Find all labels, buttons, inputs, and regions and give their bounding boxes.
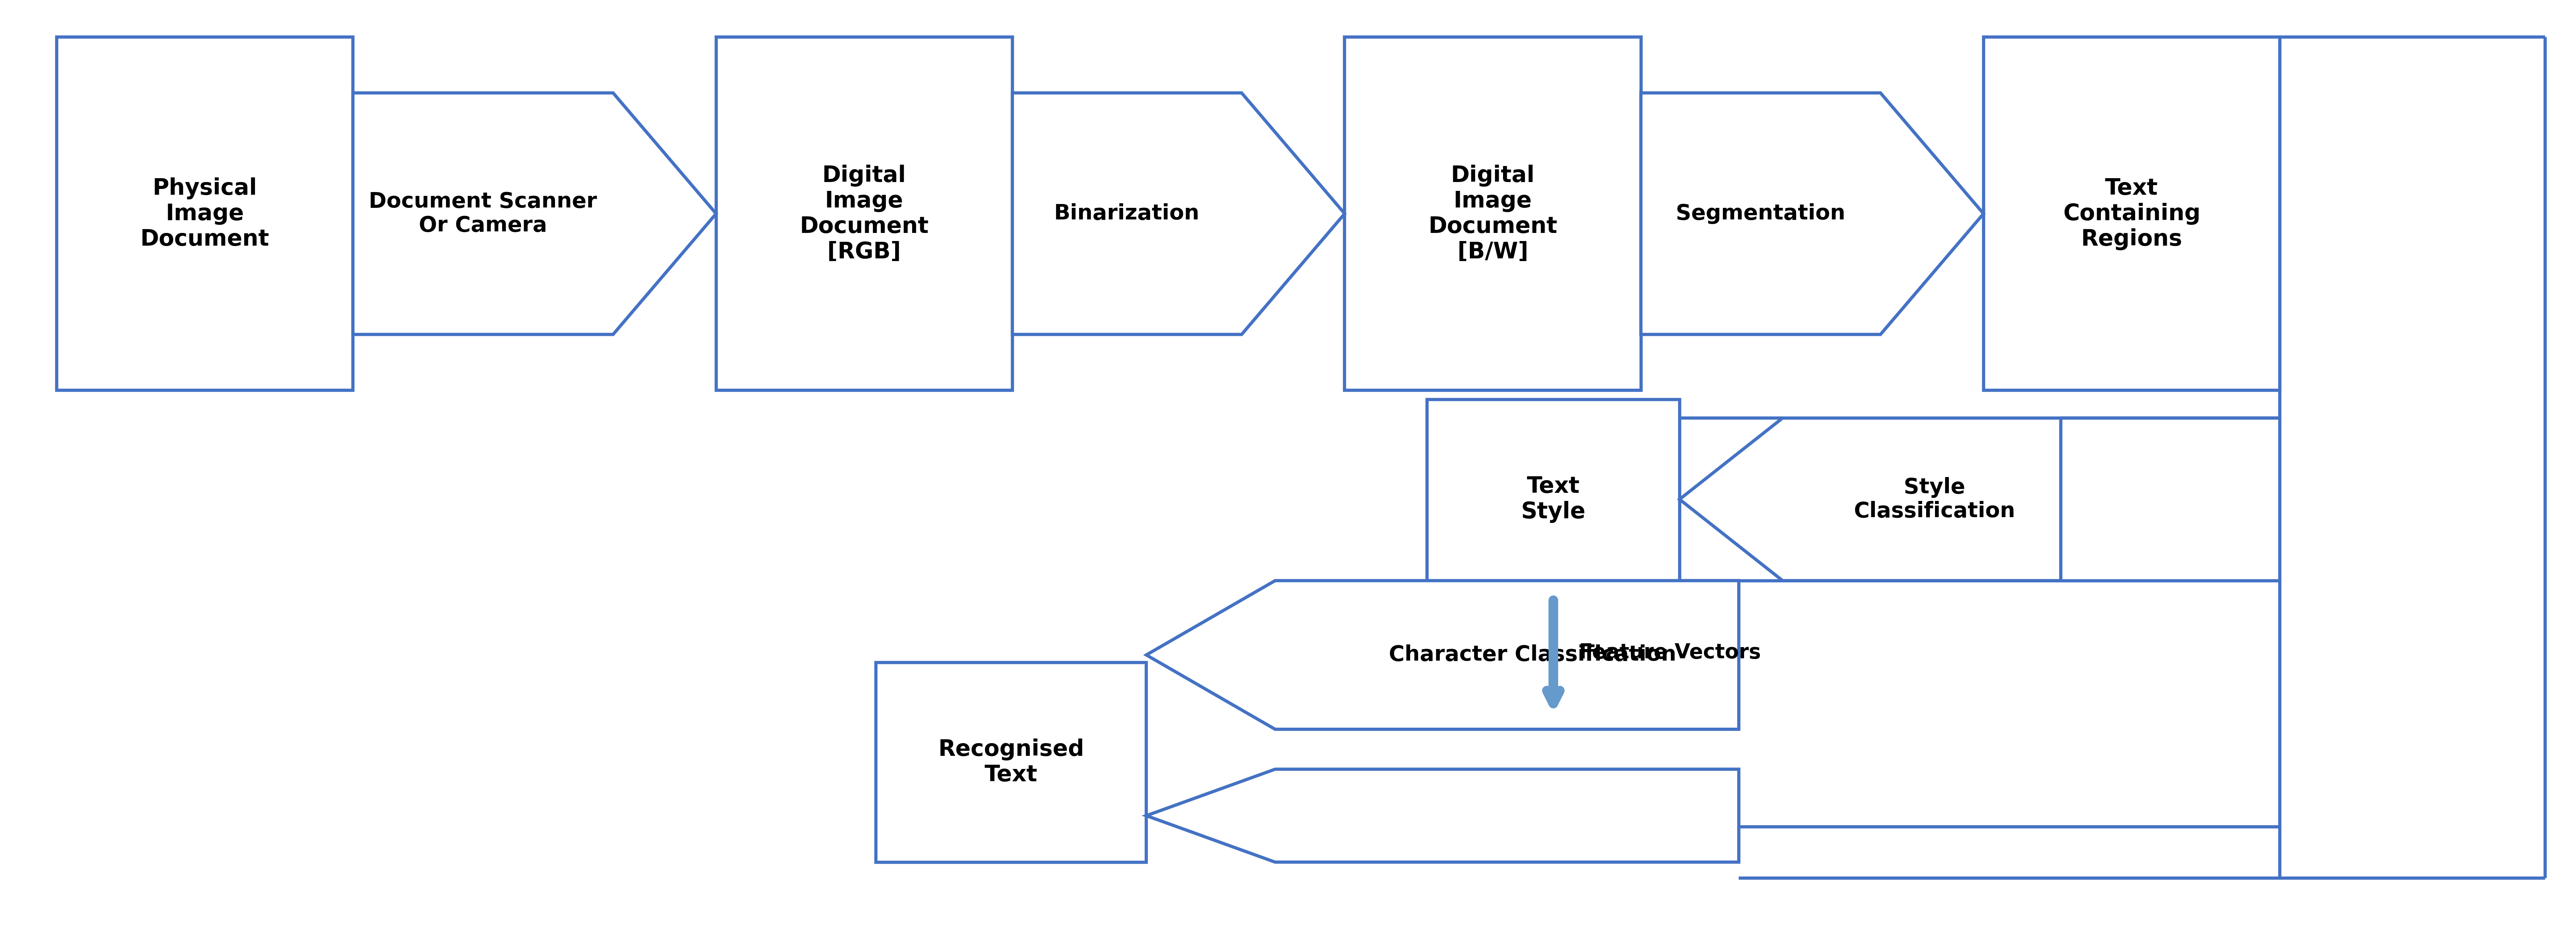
- Polygon shape: [1146, 581, 1739, 729]
- Polygon shape: [1641, 93, 1984, 334]
- Text: Digital
Image
Document
[B/W]: Digital Image Document [B/W]: [1427, 164, 1558, 263]
- Polygon shape: [1146, 769, 1739, 862]
- Text: Character Classification: Character Classification: [1388, 645, 1677, 665]
- FancyBboxPatch shape: [1345, 37, 1641, 390]
- Text: Binarization: Binarization: [1054, 203, 1200, 224]
- Text: Text
Style: Text Style: [1520, 476, 1587, 523]
- Text: Physical
Image
Document: Physical Image Document: [139, 177, 270, 250]
- Text: Text
Containing
Regions: Text Containing Regions: [2063, 177, 2200, 250]
- Text: Segmentation: Segmentation: [1677, 203, 1844, 224]
- Text: Feature Vectors: Feature Vectors: [1579, 643, 1762, 662]
- FancyBboxPatch shape: [57, 37, 353, 390]
- Text: Digital
Image
Document
[RGB]: Digital Image Document [RGB]: [799, 164, 930, 263]
- Text: Document Scanner
Or Camera: Document Scanner Or Camera: [368, 191, 598, 236]
- Polygon shape: [1680, 418, 2061, 581]
- FancyBboxPatch shape: [1427, 399, 1680, 599]
- FancyBboxPatch shape: [1984, 37, 2280, 390]
- Polygon shape: [353, 93, 716, 334]
- FancyBboxPatch shape: [876, 662, 1146, 862]
- Polygon shape: [1012, 93, 1345, 334]
- Text: Style
Classification: Style Classification: [1855, 477, 2014, 522]
- Text: Recognised
Text: Recognised Text: [938, 739, 1084, 786]
- FancyBboxPatch shape: [716, 37, 1012, 390]
